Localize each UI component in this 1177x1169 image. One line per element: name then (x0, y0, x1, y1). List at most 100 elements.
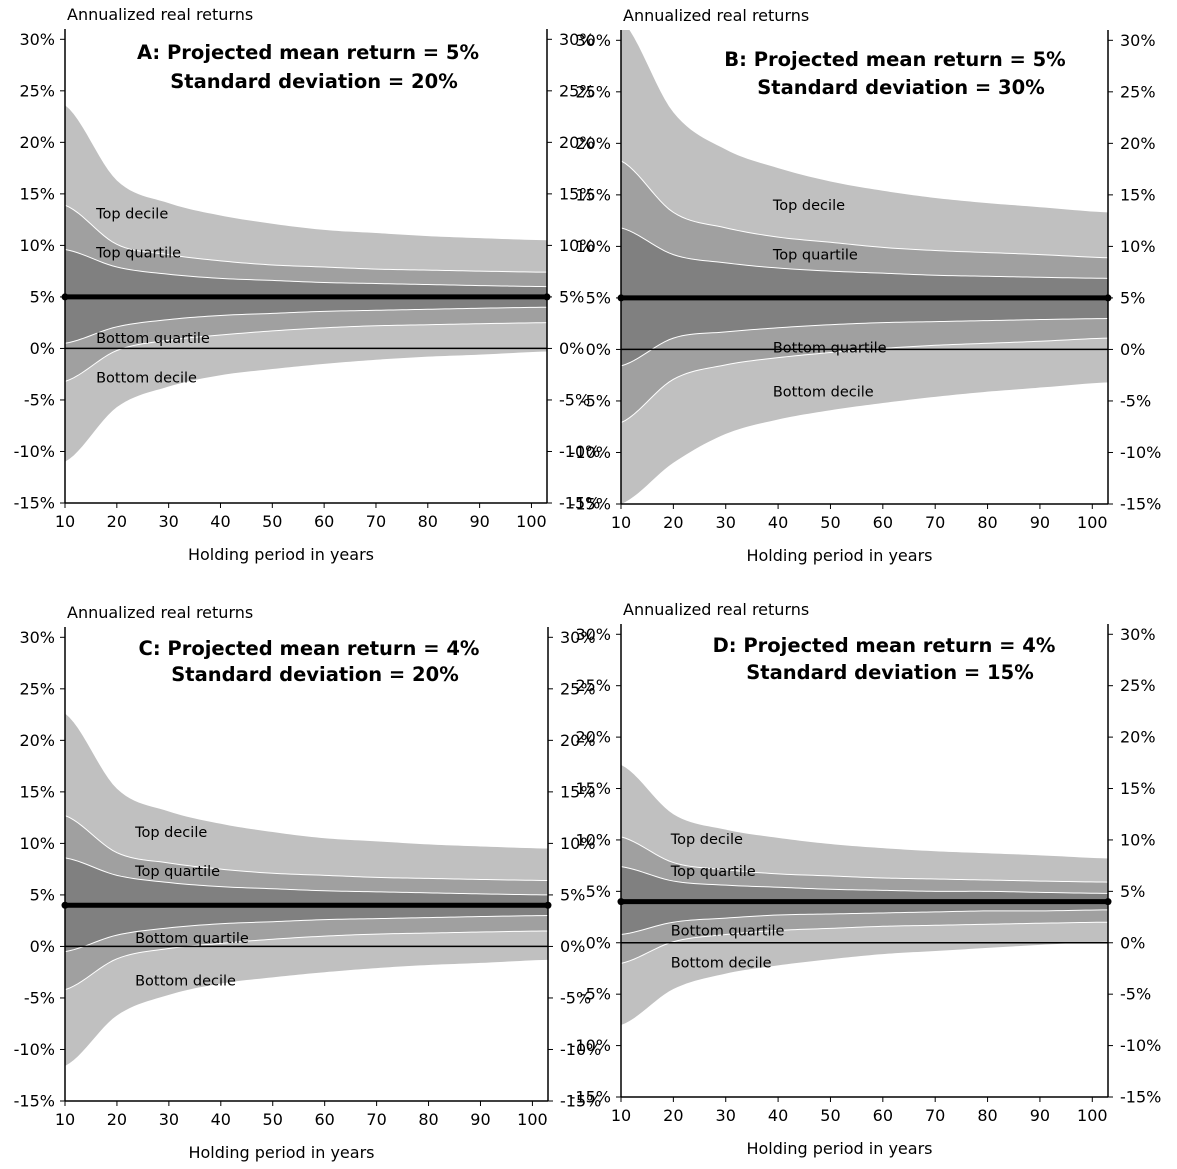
band-label: Bottom decile (671, 955, 772, 971)
top-decile-band (65, 105, 547, 273)
x-tick-label: 100 (517, 1110, 548, 1129)
percentile-curve (621, 836, 1108, 883)
y-tick-label-right: -5% (1120, 391, 1151, 410)
bottom-quartile-band (621, 318, 1108, 423)
chart-subtitle: Standard deviation = 30% (757, 76, 1045, 99)
top-decile-band (65, 713, 548, 881)
y-tick-label-left: 15% (19, 184, 55, 203)
y-tick-label-left: 30% (575, 625, 611, 644)
x-tick-label: 40 (210, 512, 230, 531)
chart-panel-d: -15% -15% -10% -10% -5% -5% 0% 0% 5% 5% 10% 10% 15% 1… (570, 600, 1162, 1158)
x-tick-label: 20 (663, 513, 683, 532)
x-tick-label: 80 (977, 1106, 997, 1125)
x-tick-label: 100 (1077, 513, 1108, 532)
y-tick-label-right: 10% (1120, 830, 1156, 849)
y-tick-label-left: 10% (19, 236, 55, 255)
x-tick-label: 10 (611, 513, 631, 532)
y-tick-label-left: 30% (575, 31, 611, 50)
y-tick-label-left: -10% (14, 442, 55, 461)
y-tick-label-right: 25% (560, 679, 596, 698)
y-tick-label-left: -5% (24, 988, 55, 1007)
y-tick-label-left: -5% (24, 390, 55, 409)
percentile-curve (65, 322, 547, 382)
percentile-curve (621, 866, 1108, 894)
plot-area (65, 713, 548, 1066)
y-tick-label-right: -5% (559, 390, 590, 409)
bottom-decile-band (65, 322, 547, 462)
y-tick-label-right: 20% (1120, 728, 1156, 747)
y-tick-label-right: -15% (1120, 1088, 1161, 1107)
y-tick-label-left: 20% (19, 731, 55, 750)
plot-area (621, 764, 1108, 1026)
bottom-decile-band (65, 930, 548, 1066)
y-tick-label-left: 25% (19, 81, 55, 100)
percentile-curve (65, 815, 548, 881)
y-tick-label-left: 25% (575, 676, 611, 695)
top-quartile-band (65, 815, 548, 895)
y-tick-label-right: 20% (559, 133, 595, 152)
x-tick-label: 50 (820, 513, 840, 532)
x-tick-label: 70 (366, 512, 386, 531)
x-tick-label: 80 (418, 512, 438, 531)
y-tick-label-right: 5% (1120, 288, 1145, 307)
y-tick-label-right: -10% (560, 1040, 601, 1059)
percentile-curve (65, 306, 547, 344)
x-tick-label: 70 (366, 1110, 386, 1129)
x-tick-label: 50 (820, 1106, 840, 1125)
percentile-curve (65, 249, 547, 288)
y-tick-label-left: 30% (19, 628, 55, 647)
y-tick-label-right: 30% (560, 628, 596, 647)
x-axis-label: Holding period in years (746, 1139, 932, 1158)
chart-subtitle: Standard deviation = 20% (171, 663, 459, 686)
percentile-curve (621, 227, 1108, 279)
y-tick-label-right: 15% (559, 184, 595, 203)
x-tick-label: 80 (977, 513, 997, 532)
y-tick-label-left: 20% (19, 133, 55, 152)
y-tick-label-right: 25% (1120, 676, 1156, 695)
x-tick-label: 10 (55, 512, 75, 531)
top-quartile-band (65, 205, 547, 287)
y-tick-label-right: 10% (559, 236, 595, 255)
y-tick-label-left: -10% (570, 1036, 611, 1055)
band-label: Top quartile (772, 248, 858, 264)
y-tick-label-right: 0% (559, 339, 584, 358)
y-tick-label-left: -5% (580, 391, 611, 410)
x-tick-label: 60 (314, 512, 334, 531)
percentile-curve (621, 318, 1108, 367)
y-tick-label-left: 15% (19, 782, 55, 801)
x-tick-label: 20 (107, 1110, 127, 1129)
percentile-curve (65, 857, 548, 896)
y-tick-label-right: 20% (1120, 134, 1156, 153)
chart-panel-b: -15% -15% -10% -10% -5% -5% 0% 0% 5% 5% 10% 10% 15% 1… (570, 6, 1162, 565)
x-tick-label: 30 (716, 1106, 736, 1125)
y-tick-label-right: 25% (1120, 82, 1156, 101)
x-tick-label: 30 (716, 513, 736, 532)
band-label: Top decile (134, 825, 207, 841)
y-tick-label-right: 10% (560, 834, 596, 853)
x-tick-label: 40 (768, 513, 788, 532)
chart-title: A: Projected mean return = 5% (137, 41, 479, 64)
band-label: Top decile (95, 206, 168, 222)
y-tick-label-left: 0% (586, 340, 611, 359)
y-tick-label-right: -5% (1120, 985, 1151, 1004)
plot-area (65, 105, 547, 462)
x-tick-label: 90 (1030, 513, 1050, 532)
y-tick-label-right: -5% (560, 988, 591, 1007)
y-tick-label-right: -15% (559, 494, 600, 513)
y-tick-label-right: 5% (1120, 882, 1145, 901)
y-tick-label-right: 15% (1120, 185, 1156, 204)
y-tick-label-left: 25% (19, 679, 55, 698)
percentile-curve (65, 930, 548, 991)
x-axis-label: Holding period in years (188, 545, 374, 564)
y-tick-label-right: 30% (1120, 625, 1156, 644)
percentile-curve (65, 915, 548, 953)
band-label: Bottom quartile (773, 340, 887, 356)
chart-panel-c: -15% -15% -10% -10% -5% -5% 0% 0% 5% 5% 10% 10% 15% 1… (14, 603, 602, 1162)
y-tick-label-right: 30% (559, 30, 595, 49)
bottom-quartile-band (65, 915, 548, 990)
y-tick-label-left: 20% (575, 728, 611, 747)
y-axis-label: Annualized real returns (67, 5, 253, 24)
percentile-curve (65, 204, 547, 273)
y-tick-label-left: -10% (570, 443, 611, 462)
percentile-curve (621, 909, 1108, 936)
